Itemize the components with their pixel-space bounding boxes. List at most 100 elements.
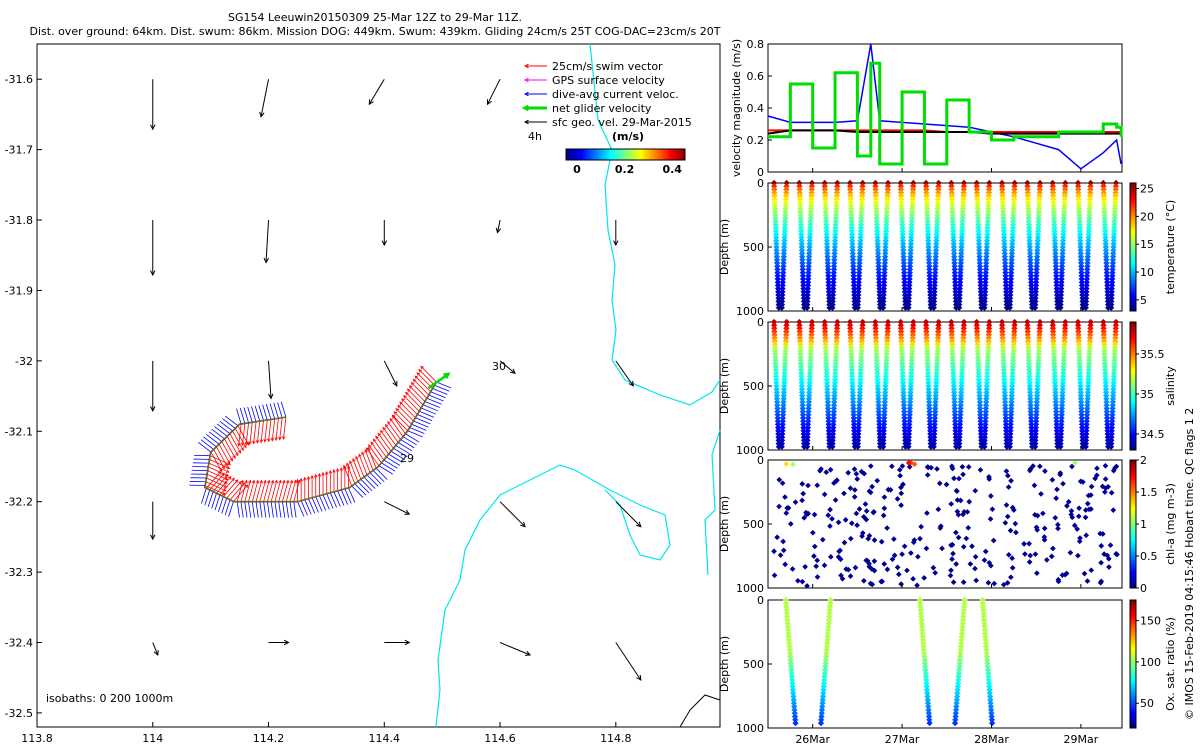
salinity-colorbar-cell (1130, 336, 1136, 338)
legend-swatch (521, 104, 547, 112)
chl-a-marker (906, 464, 913, 470)
salinity-colorbar-cell (1130, 436, 1136, 438)
colorbar-cell (665, 149, 667, 160)
current-vector (239, 407, 246, 424)
oxygen-colorbar-label: Ox. sat. ratio (%) (1164, 617, 1177, 711)
temperature-colorbar-cell (1130, 263, 1136, 265)
geostrophic-vector (150, 79, 156, 131)
swim-vector (270, 418, 276, 442)
colorbar-tick-label: 0.4 (662, 163, 682, 176)
temperature-colorbar-cell (1130, 213, 1136, 215)
current-vector (265, 404, 272, 420)
salinity-colorbar-cell (1130, 359, 1136, 361)
temperature-colorbar-cell (1130, 288, 1136, 290)
temperature-colorbar-cell (1130, 248, 1136, 250)
colorbar-cell (628, 149, 630, 160)
chl-a-marker (896, 571, 902, 578)
salinity-colorbar-cell (1130, 374, 1136, 376)
temperature-colorbar-cell (1130, 295, 1136, 297)
chl-a-marker (1049, 477, 1056, 483)
temperature-colorbar-cell (1130, 243, 1136, 245)
chl-a-marker (799, 481, 806, 487)
chl-a-marker (1026, 559, 1033, 565)
swim-vector (418, 368, 435, 386)
salinity-colorbar-cell (1130, 421, 1136, 423)
chl-a-marker (814, 557, 821, 564)
temperature-marker (778, 304, 785, 311)
chl-a-marker (800, 490, 807, 497)
temperature-colorbar-cell (1130, 289, 1136, 291)
credit-text: © IMOS 15-Feb-2019 04:15:46 Hobart time.… (1183, 408, 1196, 720)
salinity-colorbar-cell (1130, 385, 1136, 387)
colorbar-cell (619, 149, 621, 160)
temperature-y-tick-label: 1000 (736, 305, 764, 318)
chl-a-marker (1102, 489, 1108, 495)
salinity-colorbar-cell (1130, 352, 1136, 354)
temperature-colorbar-cell (1130, 251, 1136, 253)
colorbar-cell (575, 149, 577, 160)
geostrophic-vector (368, 78, 385, 106)
salinity-colorbar-cell (1130, 350, 1136, 352)
temperature-colorbar-cell (1130, 224, 1136, 226)
chl-a-marker (954, 488, 960, 495)
chl-a-marker (967, 561, 974, 567)
colorbar-cell (608, 149, 610, 160)
chl-a-marker (939, 545, 945, 552)
salinity-colorbar-cell (1130, 363, 1136, 365)
chl-a-marker (799, 578, 806, 585)
chl-a-marker (964, 509, 971, 515)
salinity-colorbar-cell (1130, 437, 1136, 439)
chl-a-marker (854, 476, 861, 482)
colorbar-cell (635, 149, 637, 160)
map-y-tick-label: -32.2 (5, 496, 33, 509)
salinity-colorbar-cell (1130, 415, 1136, 417)
current-vector (375, 467, 388, 480)
temperature-marker (880, 304, 887, 311)
colorbar-cell (590, 149, 592, 160)
geostrophic-vector (384, 639, 411, 646)
temperature-colorbar-cell (1130, 241, 1136, 243)
temperature-colorbar-cell (1130, 237, 1136, 239)
velocity-panel: 0 0.2 0.4 0.6 0.8 velocity magnitude (m/s) (730, 38, 1123, 179)
chl-a-marker (863, 508, 870, 514)
chl-a-marker (790, 461, 796, 468)
current-vector (289, 501, 293, 518)
colorbar-side-label: 4h (528, 130, 542, 143)
salinity-colorbar-cell (1130, 372, 1136, 374)
current-vector (211, 493, 217, 509)
colorbar-cell (584, 149, 586, 160)
colorbar-cell (639, 149, 641, 160)
salinity-colorbar-cell (1130, 324, 1136, 326)
chl-a-marker (1002, 520, 1009, 526)
chl-a-colorbar-tick-label: 1 (1140, 518, 1147, 531)
colorbar-cell (621, 149, 623, 160)
salinity-marker (905, 443, 912, 450)
swim-vector (358, 453, 368, 476)
velocity-frame (767, 43, 1123, 173)
current-vector (206, 434, 220, 445)
chl-a-marker (921, 575, 928, 581)
current-vector (340, 489, 348, 505)
chl-a-marker (1005, 472, 1011, 479)
chl-a-marker (1102, 462, 1109, 469)
temperature-colorbar-cell (1130, 209, 1136, 211)
chl-a-marker (977, 467, 984, 473)
figure-title: SG154 Leeuwin20150309 25-Mar 12Z to 29-M… (228, 11, 522, 24)
swim-vector (240, 479, 248, 502)
salinity-colorbar-cell (1130, 390, 1136, 392)
legend-swatch (523, 91, 547, 97)
temperature-colorbar-cell (1130, 228, 1136, 230)
chl-a-marker (1102, 476, 1109, 482)
temperature-colorbar-label: temperature (°C) (1164, 200, 1177, 294)
temperature-colorbar-cell (1130, 218, 1136, 220)
chl-a-marker (1075, 513, 1082, 520)
chl-a-marker (841, 539, 848, 546)
colorbar-cell (610, 149, 612, 160)
temperature-colorbar-cell (1130, 246, 1136, 248)
chl-a-marker (953, 529, 959, 536)
temperature-colorbar-cell (1130, 260, 1136, 262)
glider-track (189, 365, 452, 518)
current-vector (357, 481, 370, 494)
salinity-colorbar-cell (1130, 420, 1136, 422)
salinity-colorbar-cell (1130, 399, 1136, 401)
